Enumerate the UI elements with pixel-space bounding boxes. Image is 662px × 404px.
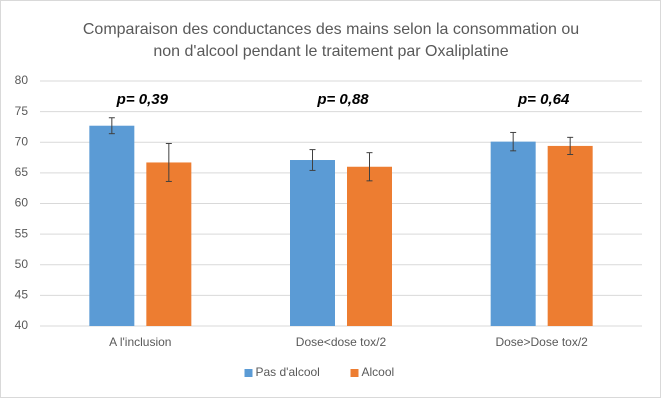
y-tick-label: 40 bbox=[15, 318, 29, 332]
legend-swatch bbox=[244, 369, 253, 377]
bar bbox=[547, 145, 593, 326]
y-tick-label: 60 bbox=[15, 196, 29, 210]
legend-swatch bbox=[350, 369, 359, 377]
bar bbox=[89, 125, 135, 327]
error-bar bbox=[366, 152, 373, 182]
bar bbox=[347, 166, 392, 326]
legend-label: Pas d'alcool bbox=[256, 365, 320, 379]
error-bar bbox=[567, 136, 574, 155]
annotation: p= 0,39 bbox=[116, 91, 169, 108]
bar bbox=[490, 141, 536, 326]
x-tick-label: Dose<dose tox/2 bbox=[296, 335, 387, 349]
y-tick-label: 55 bbox=[15, 226, 29, 240]
x-tick-label: Dose>Dose tox/2 bbox=[495, 335, 588, 349]
x-tick-label: A l'inclusion bbox=[109, 335, 171, 349]
y-tick-label: 50 bbox=[15, 257, 29, 271]
bar bbox=[146, 162, 192, 326]
y-tick-label: 45 bbox=[15, 288, 29, 302]
error-bar bbox=[510, 131, 517, 152]
error-bar bbox=[108, 117, 115, 135]
annotation: p= 0,64 bbox=[517, 91, 570, 108]
legend-label: Alcool bbox=[362, 365, 395, 379]
chart-title: non d'alcool pendant le traitement par O… bbox=[153, 43, 508, 60]
annotation: p= 0,88 bbox=[316, 91, 369, 108]
y-tick-label: 70 bbox=[15, 134, 29, 148]
error-bar bbox=[165, 142, 172, 182]
y-tick-label: 75 bbox=[15, 104, 29, 118]
y-tick-label: 65 bbox=[15, 165, 29, 179]
y-tick-label: 80 bbox=[15, 73, 29, 87]
chart-title: Comparaison des conductances des mains s… bbox=[83, 21, 579, 38]
bar bbox=[290, 160, 335, 326]
error-bar bbox=[309, 149, 316, 171]
